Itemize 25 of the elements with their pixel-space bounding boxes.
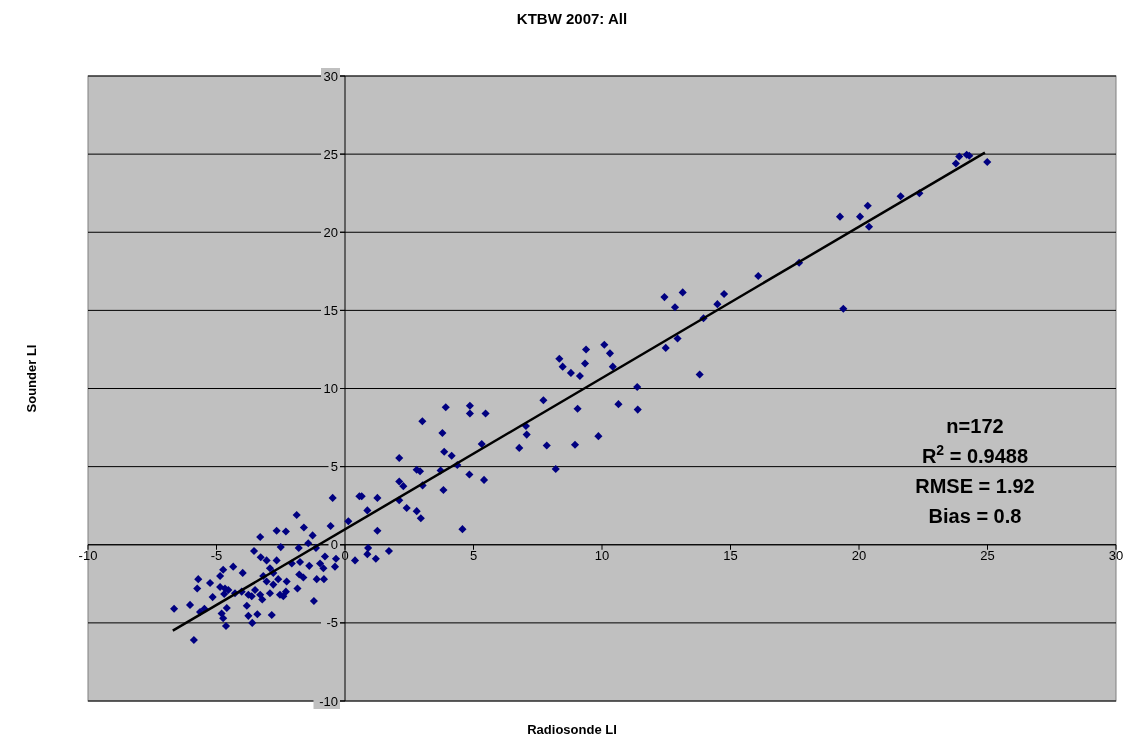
y-tick-label: 15 (323, 302, 338, 318)
x-tick-label: -5 (210, 548, 223, 564)
y-tick-label: -5 (326, 615, 338, 631)
annotation: Bias = 0.8 (928, 505, 1022, 527)
x-tick-label: 15 (723, 548, 738, 564)
x-tick-label: 20 (851, 548, 867, 564)
annotation: R$^{2}$ = 0.9488 (921, 442, 1029, 467)
y-tick-label: 0 (330, 537, 338, 553)
x-axis-title: Radiosonde LI (527, 722, 617, 737)
x-tick-label: 0 (341, 548, 349, 564)
y-tick-label: 20 (323, 224, 338, 240)
y-tick-label: 30 (323, 68, 338, 84)
y-tick-label: 10 (323, 381, 338, 397)
y-axis-title: Sounder LI (24, 344, 39, 413)
x-tick-label: 10 (594, 548, 610, 564)
x-tick-label: 30 (1108, 548, 1124, 564)
annotation: RMSE = 1.92 (915, 475, 1035, 497)
y-tick-label: -10 (319, 693, 338, 709)
annotation: n=172 (946, 415, 1004, 437)
x-tick-label: 25 (980, 548, 995, 564)
y-tick-label: 5 (330, 459, 338, 475)
x-tick-label: -10 (78, 548, 98, 564)
x-tick-label: 5 (469, 548, 478, 564)
chart-title: KTBW 2007: All (516, 10, 628, 27)
y-tick-label: 25 (323, 146, 338, 162)
